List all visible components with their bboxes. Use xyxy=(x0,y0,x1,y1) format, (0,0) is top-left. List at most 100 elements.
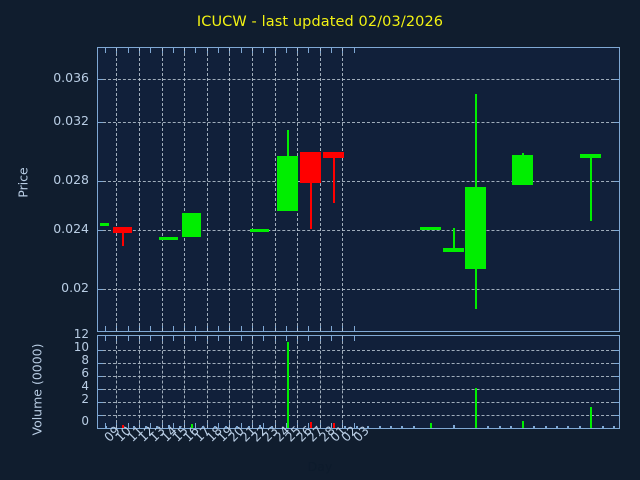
volume-gridline-vertical xyxy=(161,336,163,428)
volume-x-tick xyxy=(285,423,287,428)
candle-body xyxy=(113,227,132,233)
volume-gridline xyxy=(98,389,619,390)
price-x-tick xyxy=(285,48,287,53)
price-gridline-vertical xyxy=(274,48,276,331)
price-chart-panel xyxy=(97,47,620,332)
volume-bar xyxy=(179,426,181,428)
candle-body xyxy=(420,227,441,230)
volume-bar xyxy=(613,426,615,428)
volume-bar xyxy=(259,425,261,428)
volume-tick xyxy=(98,376,103,377)
volume-x-tick xyxy=(105,336,106,341)
price-tick xyxy=(98,181,103,182)
volume-bar xyxy=(191,424,193,428)
price-x-tick xyxy=(195,326,197,331)
candle-wick xyxy=(310,152,312,229)
volume-bar xyxy=(287,342,289,428)
volume-bar xyxy=(248,426,250,428)
volume-bar xyxy=(310,422,312,428)
volume-bar xyxy=(236,426,238,428)
price-tick xyxy=(614,79,619,80)
price-gridline xyxy=(98,230,619,231)
price-gridline-vertical xyxy=(138,48,140,331)
price-x-tick xyxy=(240,48,242,53)
candle-wick xyxy=(122,227,124,246)
volume-bar xyxy=(156,426,158,428)
volume-gridline-vertical xyxy=(138,336,140,428)
volume-tick-label: 6 xyxy=(81,366,89,380)
volume-x-tick xyxy=(105,423,106,428)
volume-bar xyxy=(522,421,524,428)
price-tick xyxy=(614,181,619,182)
price-x-tick xyxy=(172,48,174,53)
volume-gridline-vertical xyxy=(342,336,344,428)
volume-x-tick xyxy=(308,336,310,341)
price-gridline xyxy=(98,181,619,182)
price-x-tick xyxy=(353,48,355,53)
price-x-tick xyxy=(195,48,197,53)
volume-tick xyxy=(98,363,103,364)
price-tick xyxy=(98,289,103,290)
volume-tick-label: 0 xyxy=(81,414,89,428)
volume-bar xyxy=(487,426,489,428)
price-x-tick xyxy=(150,48,152,53)
volume-bar xyxy=(356,426,358,428)
candle-body xyxy=(580,154,601,158)
volume-bar xyxy=(105,426,107,428)
price-x-tick xyxy=(127,48,129,53)
price-tick xyxy=(614,122,619,123)
volume-bar xyxy=(168,425,170,428)
volume-tick xyxy=(98,389,103,390)
volume-x-tick xyxy=(195,423,197,428)
volume-bar xyxy=(413,426,415,428)
volume-gridline-vertical xyxy=(319,336,321,428)
price-gridline-vertical xyxy=(206,48,208,331)
price-x-tick xyxy=(263,326,265,331)
price-tick-label: 0.028 xyxy=(53,172,89,187)
volume-bar xyxy=(453,425,455,428)
volume-bar xyxy=(579,426,581,428)
volume-tick xyxy=(98,350,103,351)
volume-gridline-vertical xyxy=(184,336,186,428)
volume-x-tick xyxy=(195,336,197,341)
candle-wick xyxy=(590,154,592,221)
price-x-tick xyxy=(263,48,265,53)
volume-gridline-vertical xyxy=(229,336,231,428)
volume-bar xyxy=(390,426,392,428)
volume-bar xyxy=(214,426,216,428)
price-gridline-vertical xyxy=(342,48,344,331)
volume-gridline xyxy=(98,415,619,416)
volume-tick-label: 12 xyxy=(73,327,89,341)
volume-bar xyxy=(133,426,135,428)
volume-x-tick xyxy=(218,336,219,341)
volume-x-tick xyxy=(240,423,242,428)
volume-bar xyxy=(590,407,592,428)
volume-x-tick xyxy=(127,423,129,428)
candle-body xyxy=(159,237,178,240)
price-x-tick xyxy=(218,326,219,331)
volume-gridline-vertical xyxy=(206,336,208,428)
candle-body xyxy=(182,213,201,237)
price-gridline-vertical xyxy=(116,48,118,331)
volume-bar xyxy=(556,426,558,428)
volume-bar xyxy=(367,426,369,428)
volume-tick-label: 4 xyxy=(81,379,89,393)
volume-gridline xyxy=(98,363,619,364)
volume-bar xyxy=(510,426,512,428)
volume-tick xyxy=(98,402,103,403)
price-gridline-vertical xyxy=(184,48,186,331)
price-tick xyxy=(98,122,103,123)
volume-x-tick xyxy=(240,336,242,341)
price-x-tick xyxy=(240,326,242,331)
price-x-tick xyxy=(105,326,106,331)
candle-body xyxy=(100,223,109,226)
volume-bar xyxy=(475,388,477,428)
volume-bar xyxy=(567,426,569,428)
price-tick xyxy=(614,230,619,231)
price-tick xyxy=(614,289,619,290)
volume-tick-label: 10 xyxy=(73,340,89,354)
volume-x-tick xyxy=(285,336,287,341)
candle-body xyxy=(465,187,486,269)
price-gridline xyxy=(98,122,619,123)
